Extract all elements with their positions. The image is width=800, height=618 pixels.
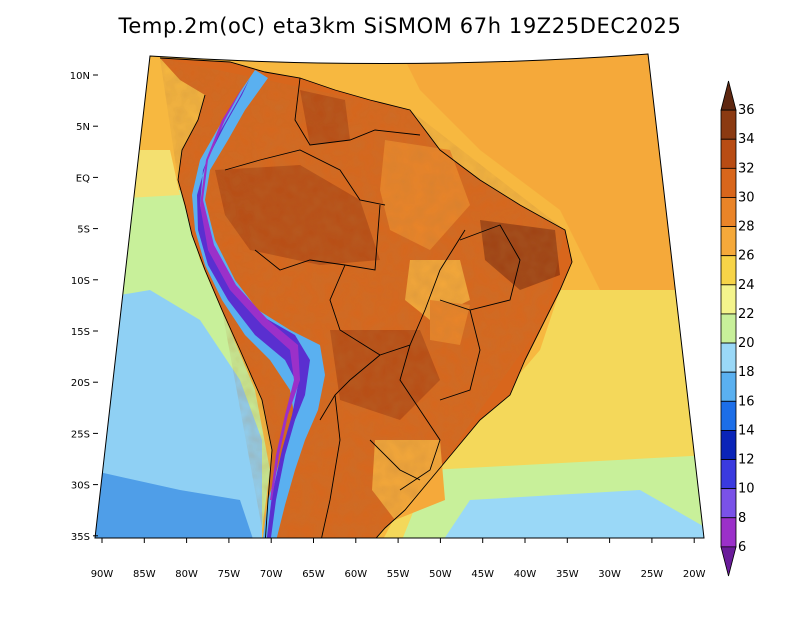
lon-tick-label: 45W xyxy=(471,569,494,580)
lon-tick-label: 65W xyxy=(302,569,325,580)
lat-tick-label: 5N xyxy=(76,122,90,133)
lat-tick-label: 5S xyxy=(77,225,90,236)
colorbar-swatch xyxy=(720,313,737,344)
longitude-axis: 90W 85W 80W 75W 70W 65W 60W 55W 50W 45W 40W 35W 30W 2… xyxy=(91,538,706,580)
colorbar-bottom-arrow xyxy=(720,546,737,577)
colorbar-swatch xyxy=(720,342,737,373)
lon-tick-label: 75W xyxy=(218,569,241,580)
latitude-axis: 10N 5N EQ 5S 10S 15S 20S 25S 30S 35S xyxy=(70,71,98,543)
colorbar-label: 36 xyxy=(738,103,755,118)
colorbar-label: 14 xyxy=(738,423,755,438)
colorbar-swatch xyxy=(720,197,737,227)
lat-tick-label: 30S xyxy=(71,481,90,492)
colorbar-swatch xyxy=(720,488,737,519)
lon-tick-label: 70W xyxy=(260,569,283,580)
colorbar-swatch xyxy=(720,517,737,548)
colorbar-label: 30 xyxy=(738,190,755,205)
lat-tick-label: 10N xyxy=(70,71,90,82)
colorbar-label: 18 xyxy=(738,365,755,380)
map-title: Temp.2m(oC) eta3km SiSMOM 67h 19Z25DEC20… xyxy=(118,14,682,38)
colorbar-swatch xyxy=(720,400,737,431)
colorbar-swatch xyxy=(720,284,737,315)
temperature-field xyxy=(95,54,704,538)
lat-tick-label: 35S xyxy=(71,532,90,543)
colorbar-label: 12 xyxy=(738,453,755,468)
colorbar-label: 22 xyxy=(738,307,755,322)
colorbar: 6 8 10 12 14 16 18 20 22 24 26 28 30 32 34 36 xyxy=(720,80,755,577)
lon-tick-label: 50W xyxy=(429,569,452,580)
lat-tick-label: 25S xyxy=(71,429,90,440)
colorbar-label: 26 xyxy=(738,249,755,264)
lon-tick-label: 40W xyxy=(514,569,537,580)
country-borders xyxy=(159,57,573,538)
lat-tick-label: 15S xyxy=(71,327,90,338)
lon-tick-label: 90W xyxy=(91,569,114,580)
lat-tick-label: 10S xyxy=(71,276,90,287)
lon-tick-label: 85W xyxy=(133,569,156,580)
lon-tick-label: 60W xyxy=(344,569,367,580)
map-frame xyxy=(94,53,705,539)
colorbar-label: 6 xyxy=(738,540,746,555)
colorbar-label: 8 xyxy=(738,511,746,526)
colorbar-swatch xyxy=(720,255,737,286)
colorbar-swatch xyxy=(720,459,737,490)
lon-tick-label: 20W xyxy=(683,569,706,580)
colorbar-label: 28 xyxy=(738,220,755,235)
colorbar-swatch xyxy=(720,226,737,257)
colorbar-label: 10 xyxy=(738,482,755,497)
colorbar-top-arrow xyxy=(720,80,737,111)
colorbar-label: 34 xyxy=(738,132,755,147)
colorbar-swatch xyxy=(720,109,737,140)
lon-tick-label: 55W xyxy=(387,569,410,580)
colorbar-label: 20 xyxy=(738,336,755,351)
colorbar-label: 24 xyxy=(738,278,755,293)
lat-tick-label: EQ xyxy=(76,173,90,184)
lon-tick-label: 80W xyxy=(175,569,198,580)
lon-tick-label: 30W xyxy=(598,569,621,580)
colorbar-label: 16 xyxy=(738,394,755,409)
colorbar-swatch xyxy=(720,167,737,198)
lat-tick-label: 20S xyxy=(71,378,90,389)
colorbar-label: 32 xyxy=(738,161,755,176)
colorbar-swatch xyxy=(720,371,737,402)
colorbar-swatch xyxy=(720,138,737,169)
colorbar-swatch xyxy=(720,430,737,460)
lon-tick-label: 25W xyxy=(641,569,664,580)
lon-tick-label: 35W xyxy=(556,569,579,580)
